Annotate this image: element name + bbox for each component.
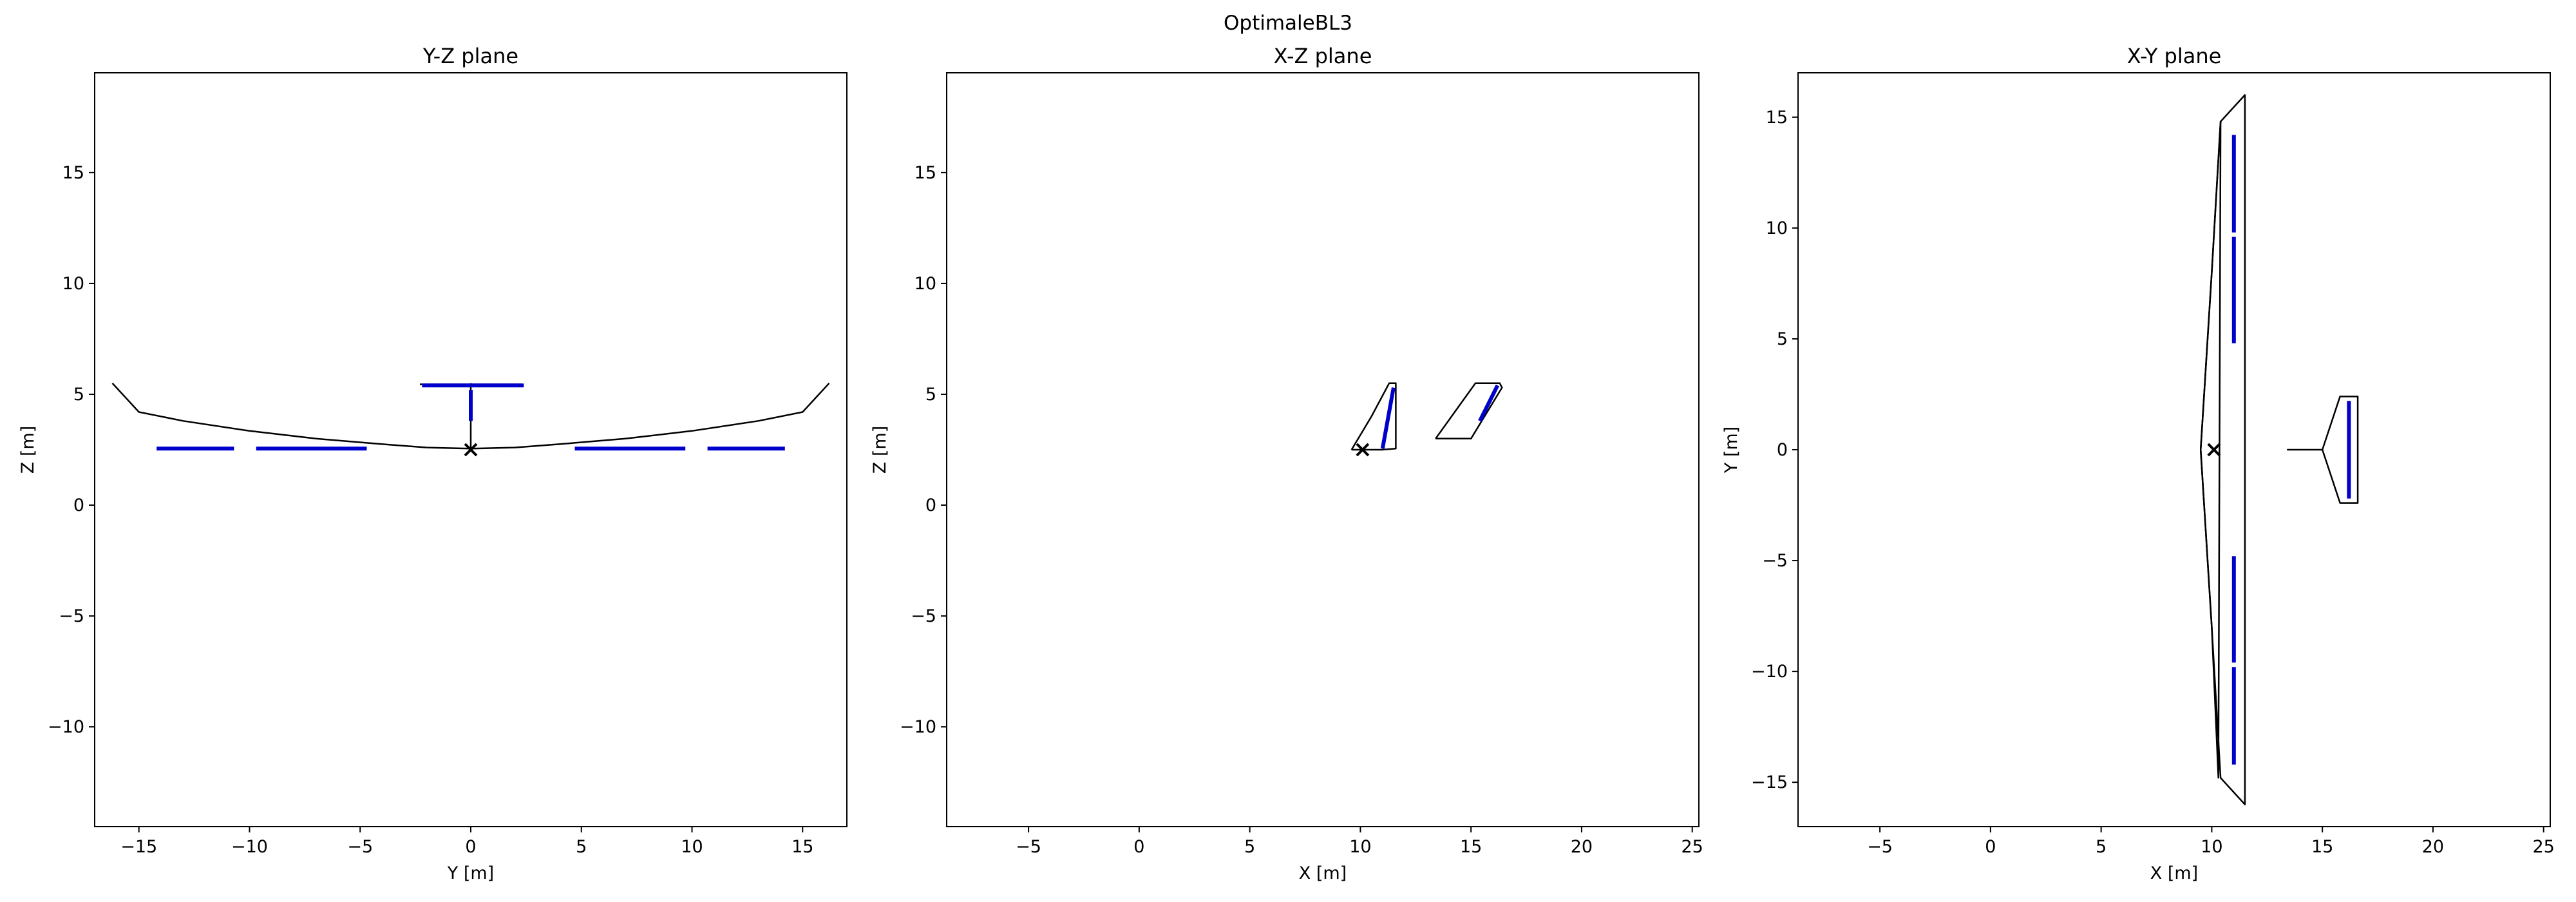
xy-y-tick-label: −15 — [1751, 772, 1788, 792]
xz-y-tick-label: −10 — [900, 717, 936, 737]
yz-x-tick-label: −10 — [231, 837, 268, 857]
xy-y-tick-label: −5 — [1762, 551, 1788, 571]
yz-y-tick-label: −5 — [59, 606, 84, 626]
xy-y-tick-label: 10 — [1766, 218, 1788, 238]
xz-x-tick-label: 0 — [1133, 837, 1144, 857]
yz-x-axis-label: Y [m] — [447, 863, 494, 883]
xz-x-tick-label: −5 — [1016, 837, 1041, 857]
xz-series-line-3 — [1478, 384, 1500, 422]
xy-y-axis-label: Y [m] — [1721, 427, 1741, 474]
xy-x-axis-label: X [m] — [2150, 863, 2198, 883]
xz-series-line-2 — [1380, 387, 1396, 449]
xz-y-tick-label: 0 — [925, 495, 936, 515]
yz-y-tick-label: 0 — [73, 495, 84, 515]
xz-x-tick-label: 10 — [1349, 837, 1371, 857]
yz-x-tick-label: −15 — [120, 837, 157, 857]
yz-y-tick-label: 10 — [62, 274, 84, 294]
xy-plot-area — [1798, 73, 2550, 827]
xz-y-axis-label: Z [m] — [870, 426, 890, 474]
xz-marker-stroke-b — [1356, 443, 1370, 457]
xy-x-tick-label: 15 — [2311, 837, 2333, 857]
xz-panel-title: X-Z plane — [1274, 44, 1372, 68]
xz-y-tick-label: −5 — [911, 606, 936, 626]
xy-series-line-3 — [2322, 396, 2359, 504]
yz-y-axis-label: Z [m] — [18, 426, 38, 474]
yz-cg-marker-0 — [464, 443, 478, 457]
xz-plane-panel: −5 0 5 10 15 20 25 −10 −5 0 5 10 15 X-Z plane X [m] Z [… — [870, 44, 1703, 883]
xy-y-tick-label: −10 — [1751, 662, 1788, 682]
xy-plane-panel: −5 0 5 10 15 20 25 −15 −10 −5 0 5 10 15 X-Y plane X [m]… — [1721, 44, 2555, 883]
xy-x-tick-label: −5 — [1867, 837, 1893, 857]
yz-x-tick-label: 5 — [576, 837, 587, 857]
xz-x-tick-label: 5 — [1244, 837, 1255, 857]
xy-cg-marker-0 — [2207, 443, 2221, 457]
yz-x-tick-label: 15 — [791, 837, 813, 857]
xy-x-tick-label: 25 — [2533, 837, 2555, 857]
yz-marker-stroke-b — [464, 443, 478, 457]
xz-cg-marker-0 — [1356, 443, 1370, 457]
xy-x-tick-label: 10 — [2201, 837, 2222, 857]
xz-y-tick-label: 15 — [914, 163, 936, 183]
figure-title: OptimaleBL3 — [1224, 12, 1352, 35]
xy-y-tick-label: 0 — [1777, 440, 1788, 460]
yz-x-tick-label: 0 — [465, 837, 476, 857]
yz-panel-title: Y-Z plane — [422, 44, 518, 68]
xz-x-tick-label: 15 — [1460, 837, 1482, 857]
xy-x-tick-label: 0 — [1985, 837, 1996, 857]
xz-series-line-0 — [1350, 382, 1397, 451]
xy-x-tick-label: 20 — [2422, 837, 2444, 857]
xy-x-tick-label: 5 — [2096, 837, 2107, 857]
yz-y-tick-label: 15 — [62, 163, 84, 183]
xy-marker-stroke-b — [2207, 443, 2221, 457]
yz-plane-panel: −15 −10 −5 0 5 10 15 −10 −5 0 5 10 15 Y-Z plane Y [m] Z… — [18, 44, 848, 883]
yz-y-tick-label: 5 — [73, 385, 84, 405]
yz-x-tick-label: 10 — [681, 837, 703, 857]
xz-plot-area — [947, 73, 1699, 827]
xz-x-tick-label: 25 — [1681, 837, 1703, 857]
xz-y-tick-label: 5 — [925, 385, 936, 405]
xz-x-axis-label: X [m] — [1299, 863, 1347, 883]
yz-y-tick-label: −10 — [48, 717, 84, 737]
xy-y-tick-label: 5 — [1777, 329, 1788, 349]
xz-x-tick-label: 20 — [1571, 837, 1593, 857]
xz-y-tick-label: 10 — [914, 274, 936, 294]
xy-panel-title: X-Y plane — [2127, 44, 2222, 68]
xz-series-line-1 — [1435, 382, 1503, 440]
yz-x-tick-label: −5 — [347, 837, 373, 857]
xy-y-tick-label: 15 — [1766, 108, 1788, 128]
xz-axes-frame — [946, 72, 1700, 827]
xy-series-line-1 — [2199, 94, 2246, 805]
